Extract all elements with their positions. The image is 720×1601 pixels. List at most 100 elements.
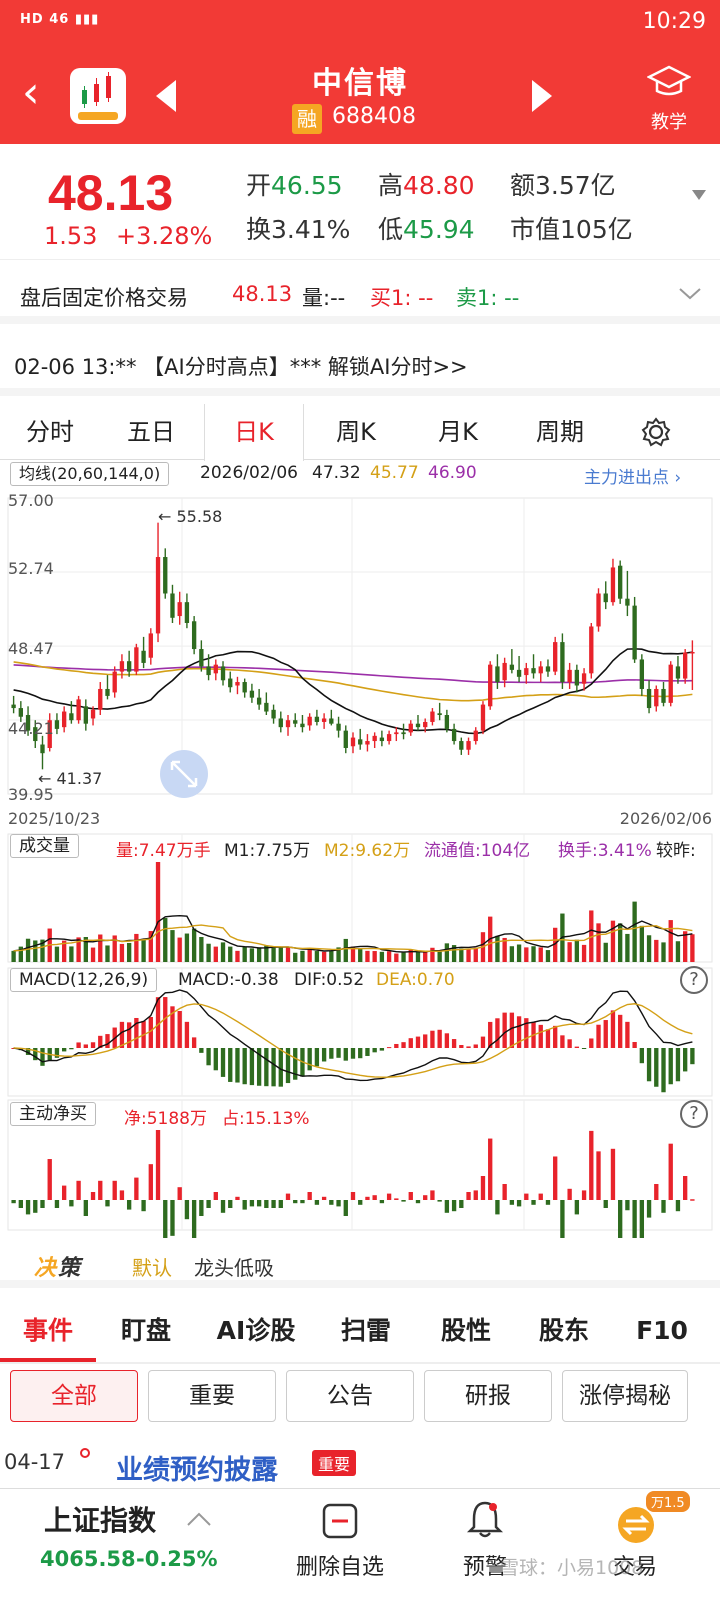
turnover-rate: 换手:3.41% [558, 841, 652, 861]
volume-bar [271, 947, 276, 962]
volume-bar [639, 925, 645, 962]
macd-help-icon[interactable]: ? [680, 966, 708, 994]
tab-weekly-k[interactable]: 周K [336, 418, 376, 446]
net-buy-bar [336, 1200, 341, 1207]
quote-expand-icon[interactable] [692, 190, 706, 200]
ma-date: 2026/02/06 [200, 463, 298, 483]
volume-bar [690, 934, 695, 962]
net-buy-selector[interactable]: 主动净买 [10, 1102, 96, 1126]
trade-icon [618, 1507, 654, 1543]
ma-selector[interactable]: 均线(20,60,144,0) [10, 462, 170, 486]
tab-daily-k[interactable]: 日K [204, 404, 304, 461]
tab-five-day[interactable]: 五日 [127, 418, 175, 446]
macd-bar [581, 1048, 587, 1049]
candle-body [119, 661, 125, 672]
trade-button[interactable]: 万1.5 交易 [580, 1489, 690, 1601]
volume-bar [516, 944, 522, 962]
net-buy-bar [509, 1200, 515, 1205]
volume-bar [141, 939, 146, 962]
alert-button[interactable]: 预警 [440, 1489, 530, 1601]
macd-bar [553, 1025, 558, 1048]
net-buy-bar [40, 1200, 45, 1208]
net-buy-bar [394, 1198, 399, 1200]
tab-stock-nature[interactable]: 股性 [440, 1316, 491, 1345]
candle-body [553, 642, 558, 672]
filter-important[interactable]: 重要 [148, 1370, 276, 1422]
decision-strategy[interactable]: 龙头低吸 [194, 1256, 274, 1280]
filter-research[interactable]: 研报 [424, 1370, 552, 1422]
net-buy-bar [54, 1200, 60, 1208]
tab-events[interactable]: 事件 [0, 1300, 96, 1362]
tab-intraday[interactable]: 分时 [26, 418, 74, 446]
macd-bar [675, 1048, 681, 1082]
filter-announcements[interactable]: 公告 [286, 1370, 414, 1422]
net-buy-bar [61, 1185, 67, 1200]
volume-bar [430, 947, 435, 962]
trade-label: 交易 [612, 1555, 657, 1580]
net-buy-bar [11, 1200, 16, 1204]
macd-bar [451, 1039, 457, 1048]
ai-unlock-row[interactable]: 02-06 13:** 【AI分时高点】*** 解锁AI分时>> [0, 336, 720, 396]
tab-ai-diagnosis[interactable]: AI诊股 [216, 1316, 296, 1345]
net-buy-bar [574, 1200, 580, 1215]
tab-monthly-k[interactable]: 月K [438, 418, 478, 446]
net-buy-bar [343, 1200, 348, 1216]
candle-body [249, 690, 255, 698]
candle-body [69, 713, 74, 721]
expand-icon[interactable] [160, 750, 208, 798]
volume-bar [199, 937, 204, 962]
teach-button[interactable]: 教学 [634, 64, 704, 134]
volume-m2-line [13, 924, 693, 952]
candle-body [394, 732, 399, 735]
macd-selector[interactable]: MACD(12,26,9) [10, 968, 158, 992]
macd-bar [329, 1048, 334, 1059]
kline-chart[interactable]: 57.00 52.74 48.47 44.21 39.95 ← 55.58 ← … [0, 488, 720, 1238]
index-ticker[interactable]: 上证指数 4065.58 -0.25% [0, 1489, 250, 1601]
macd-bar [610, 1010, 616, 1048]
candle-body [690, 651, 695, 654]
volume-bar [134, 933, 139, 962]
macd-bar [170, 1006, 175, 1048]
net-help-icon[interactable]: ? [680, 1100, 708, 1128]
tab-risk-scan[interactable]: 扫雷 [340, 1316, 391, 1345]
tab-shareholders[interactable]: 股东 [538, 1316, 589, 1345]
macd-bar [639, 1048, 645, 1064]
macd-bar [90, 1042, 96, 1048]
tab-period[interactable]: 周期 [536, 418, 584, 446]
prev-stock-button[interactable] [156, 74, 186, 118]
volume-bar [314, 951, 320, 962]
tab-f10[interactable]: F10 [636, 1316, 688, 1345]
event-item[interactable]: 04-17 业绩预约披露 重要 [0, 1444, 720, 1488]
candle-body [126, 661, 132, 672]
main-flow-link[interactable]: 主力进出点 › [584, 468, 682, 488]
open-label: 开 [246, 171, 272, 200]
volume-selector[interactable]: 成交量 [10, 834, 79, 858]
macd-bar [480, 1036, 486, 1048]
gear-icon[interactable] [640, 416, 672, 448]
event-title: 业绩预约披露 [116, 1455, 278, 1486]
decision-default[interactable]: 默认 [132, 1256, 172, 1280]
chevron-up-icon [187, 1512, 211, 1526]
net-buy-bar [675, 1200, 681, 1212]
filter-all[interactable]: 全部 [10, 1370, 138, 1422]
volume-bar [553, 927, 558, 962]
net-buy-bars [11, 1130, 695, 1238]
end-date: 2026/02/06 [620, 809, 712, 828]
graduation-cap-icon [646, 65, 692, 96]
net-buy-bar [560, 1200, 565, 1238]
delete-watchlist-button[interactable]: 删除自选 [280, 1489, 400, 1601]
back-button[interactable]: ‹ [22, 67, 40, 118]
next-stock-button[interactable] [532, 74, 562, 118]
chevron-down-icon[interactable] [678, 286, 702, 302]
app-logo[interactable] [70, 68, 126, 124]
macd-bar [430, 1030, 435, 1048]
volume-bar [524, 947, 529, 962]
candle-body [603, 593, 608, 603]
candle-body [199, 649, 204, 667]
tab-watch[interactable]: 盯盘 [120, 1316, 171, 1345]
filter-limit-up[interactable]: 涨停揭秘 [562, 1370, 688, 1422]
after-hours-row[interactable]: 盘后固定价格交易 48.13 量:-- 买1: -- 卖1: -- [0, 268, 720, 324]
candle-body [54, 720, 60, 729]
volume-bar [61, 940, 67, 962]
net-buy-bar [155, 1130, 161, 1200]
